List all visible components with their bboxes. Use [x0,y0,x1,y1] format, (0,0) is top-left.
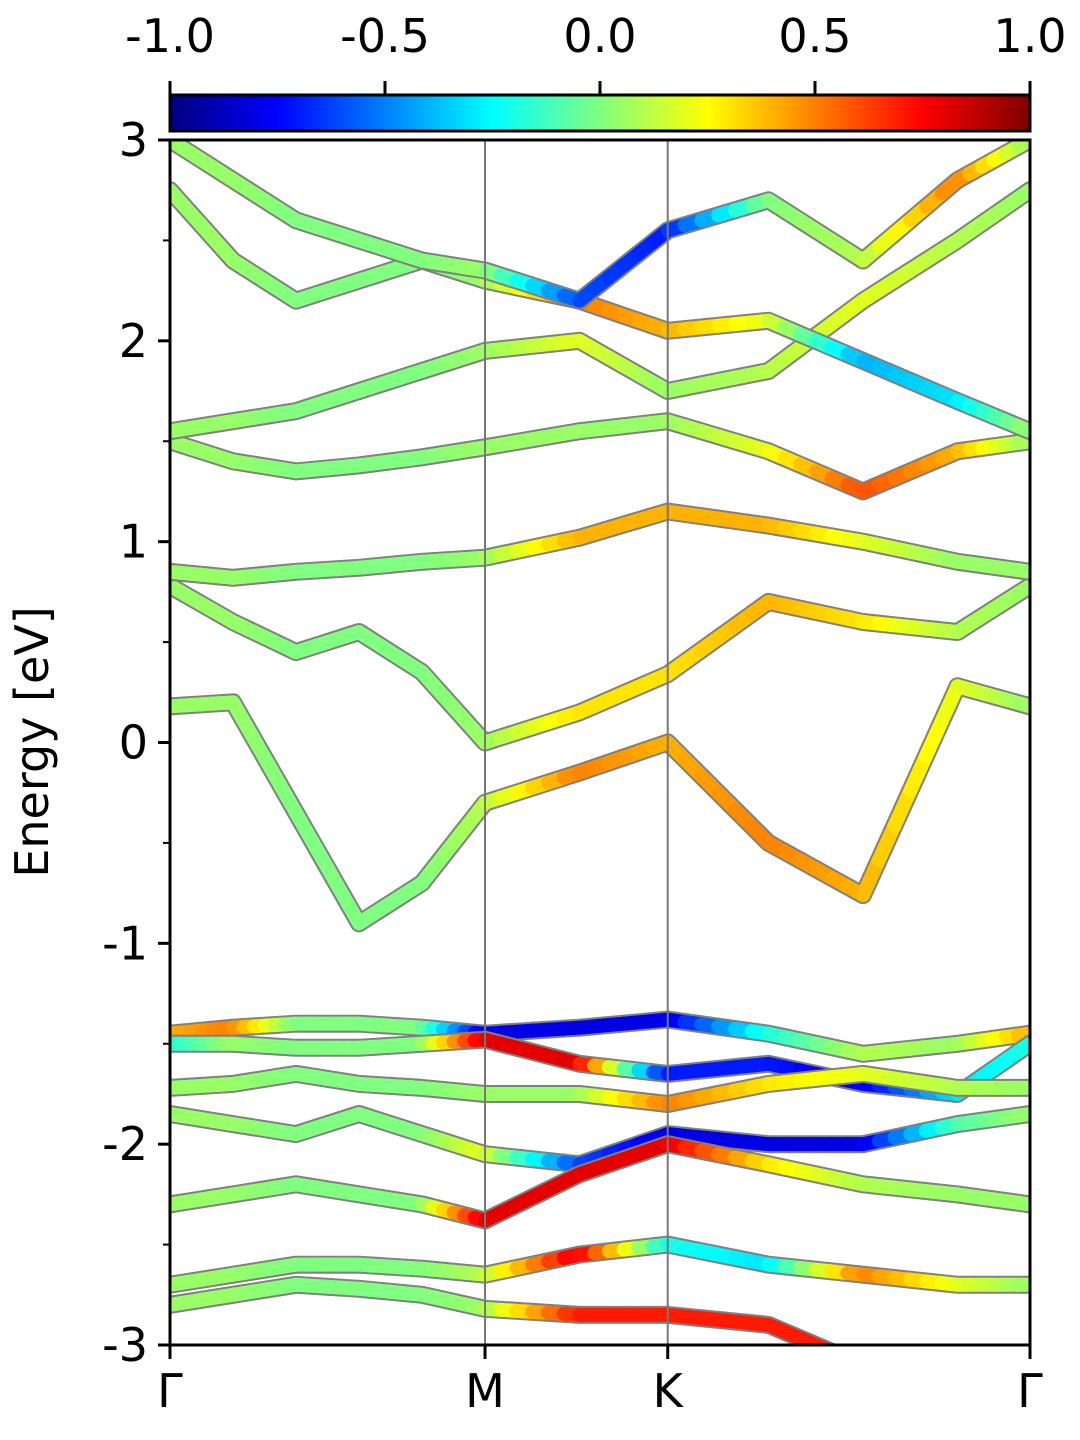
x-tick-label: K [653,1364,685,1418]
band-10 [170,1064,1030,1113]
band-lines [170,140,1030,1402]
band-segment [994,1395,1006,1398]
band-5 [170,181,1030,441]
band-segment [1010,563,1030,579]
colorbar-tick-label: 0.0 [563,9,636,63]
x-tick-label: M [465,1364,505,1418]
band-segment [829,1344,834,1345]
band-segment [895,1372,911,1375]
band-segment [1010,1195,1030,1212]
band-2 [170,576,1030,752]
band-segment [847,1358,863,1365]
colorbar-tick-label: -1.0 [125,9,215,63]
colorbar-tick-label: -0.5 [340,9,430,63]
band-segment [1010,578,1030,601]
x-tick-label: Γ [157,1364,183,1418]
band-7 [170,140,1030,310]
high-symmetry-lines [484,140,669,1345]
colorbar-gradient [168,93,1032,133]
band-outline [170,576,1030,752]
y-tick-label: 1 [119,515,148,569]
colorbar: -1.0 -0.5 0.0 0.5 1.0 [125,9,1067,133]
band-segment [958,1385,970,1388]
band-12 [170,1135,1030,1230]
band-3 [170,502,1030,587]
colorbar-tick-label: 1.0 [993,9,1066,63]
y-axis-ticks: 3 2 1 0 -1 -2 -3 [102,113,170,1372]
band-segment [1010,419,1030,439]
band-segment [1006,1399,1018,1402]
band-4 [170,412,1030,501]
y-tick-label: 2 [119,314,148,368]
colorbar-ticks: -1.0 -0.5 0.0 0.5 1.0 [125,9,1067,95]
band-segment [1010,1026,1030,1043]
band-segment [970,1389,982,1392]
band-11 [170,1105,1030,1174]
plot-area: 3 2 1 0 -1 -2 -3 Γ M K Γ Energy [eV] [5,113,1043,1418]
band-8 [170,1010,1030,1063]
y-tick-label: -1 [102,916,148,970]
band-13 [170,1235,1030,1294]
band-segment [1010,1107,1030,1123]
band-segment [1010,696,1030,714]
band-segment [1010,183,1030,206]
band-segment [863,1365,879,1368]
y-tick-label: 3 [119,113,148,167]
y-tick-label: -2 [102,1117,148,1171]
y-tick-label: -3 [102,1318,148,1372]
band-segment [879,1368,895,1371]
band-14 [170,1275,1018,1402]
band-segment [926,1378,942,1381]
band-segment [1010,1036,1030,1060]
y-axis-title: Energy [eV] [5,606,59,877]
y-tick-label: 0 [119,716,148,770]
x-tick-label: Γ [1017,1364,1043,1418]
band-segment [1010,434,1030,450]
colorbar-tick-label: 0.5 [778,9,851,63]
band-1 [170,677,1030,933]
band-segment [982,1392,994,1395]
band-segment [910,1375,926,1378]
band-segment [942,1382,958,1385]
